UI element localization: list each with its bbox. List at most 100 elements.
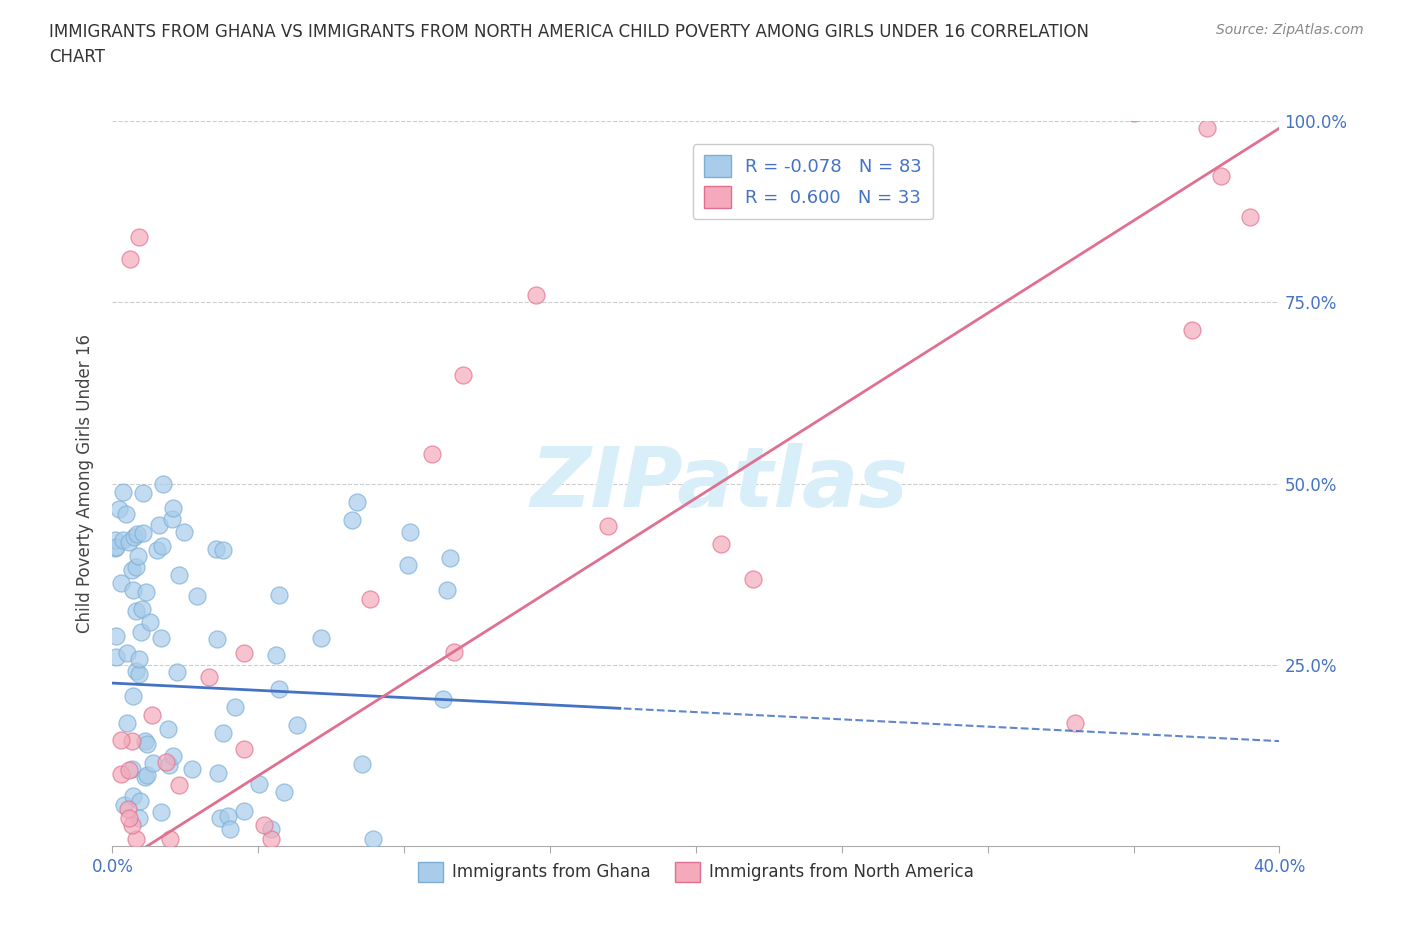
Point <box>211 725 233 740</box>
Point <box>132 485 155 500</box>
Point <box>218 821 240 836</box>
Point <box>432 691 454 706</box>
Point <box>127 548 149 563</box>
Point <box>110 576 132 591</box>
Point <box>121 817 143 832</box>
Point <box>232 804 254 819</box>
Point <box>208 811 231 826</box>
Point <box>232 741 254 756</box>
Point <box>138 615 160 630</box>
Point <box>524 287 547 302</box>
Point <box>121 761 143 776</box>
Point <box>129 794 152 809</box>
Point <box>117 646 139 661</box>
Point <box>173 525 195 539</box>
Point <box>129 625 152 640</box>
Point <box>710 536 733 551</box>
Point <box>115 507 138 522</box>
Point <box>443 644 465 659</box>
Point <box>260 821 283 836</box>
Point <box>420 447 443 462</box>
Point <box>125 527 148 542</box>
Point <box>309 631 332 645</box>
Point <box>1195 121 1218 136</box>
Point <box>157 758 180 773</box>
Point <box>122 688 145 703</box>
Point <box>439 551 461 565</box>
Point <box>136 768 159 783</box>
Point <box>162 500 184 515</box>
Point <box>287 717 309 732</box>
Point <box>121 789 143 804</box>
Point <box>125 831 148 846</box>
Point <box>128 230 150 245</box>
Point <box>1181 323 1204 338</box>
Point <box>110 733 132 748</box>
Point <box>197 670 219 684</box>
Point <box>142 756 165 771</box>
Point <box>160 512 183 526</box>
Point <box>115 715 138 730</box>
Point <box>136 737 159 751</box>
Point <box>742 571 765 586</box>
Point <box>125 664 148 679</box>
Point <box>121 734 143 749</box>
Text: IMMIGRANTS FROM GHANA VS IMMIGRANTS FROM NORTH AMERICA CHILD POVERTY AMONG GIRLS: IMMIGRANTS FROM GHANA VS IMMIGRANTS FROM… <box>49 23 1090 66</box>
Point <box>1064 715 1087 730</box>
Point <box>342 512 364 527</box>
Point <box>117 802 139 817</box>
Point <box>346 495 368 510</box>
Point <box>149 804 172 819</box>
Point <box>157 722 180 737</box>
Point <box>107 501 129 516</box>
Point <box>186 589 208 604</box>
Point <box>104 629 127 644</box>
Point <box>112 797 135 812</box>
Point <box>118 535 141 550</box>
Point <box>233 645 256 660</box>
Point <box>181 761 204 776</box>
Point <box>224 699 246 714</box>
Point <box>104 540 127 555</box>
Point <box>118 251 141 266</box>
Legend: Immigrants from Ghana, Immigrants from North America: Immigrants from Ghana, Immigrants from N… <box>412 855 980 889</box>
Point <box>273 784 295 799</box>
Point <box>104 539 127 554</box>
Point <box>207 765 229 780</box>
Point <box>121 563 143 578</box>
Point <box>166 664 188 679</box>
Point <box>131 602 153 617</box>
Point <box>1122 105 1144 120</box>
Point <box>211 542 233 557</box>
Point <box>104 533 127 548</box>
Point <box>104 650 127 665</box>
Point <box>1239 209 1261 224</box>
Point <box>141 708 163 723</box>
Point <box>155 754 177 769</box>
Point <box>145 543 167 558</box>
Point <box>117 811 139 826</box>
Point <box>122 529 145 544</box>
Point <box>399 525 422 539</box>
Point <box>152 476 174 491</box>
Point <box>264 647 287 662</box>
Point <box>596 519 619 534</box>
Point <box>253 817 276 832</box>
Point <box>125 559 148 574</box>
Y-axis label: Child Poverty Among Girls Under 16: Child Poverty Among Girls Under 16 <box>76 334 94 633</box>
Point <box>111 532 134 547</box>
Point <box>110 767 132 782</box>
Point <box>121 583 143 598</box>
Point <box>167 567 190 582</box>
Point <box>359 591 381 606</box>
Point <box>1209 168 1232 183</box>
Point <box>128 652 150 667</box>
Point <box>150 538 173 553</box>
Point <box>217 808 239 823</box>
Point <box>269 588 291 603</box>
Point <box>167 777 190 792</box>
Point <box>149 631 172 645</box>
Point <box>125 604 148 618</box>
Point <box>259 831 281 846</box>
Point <box>118 763 141 777</box>
